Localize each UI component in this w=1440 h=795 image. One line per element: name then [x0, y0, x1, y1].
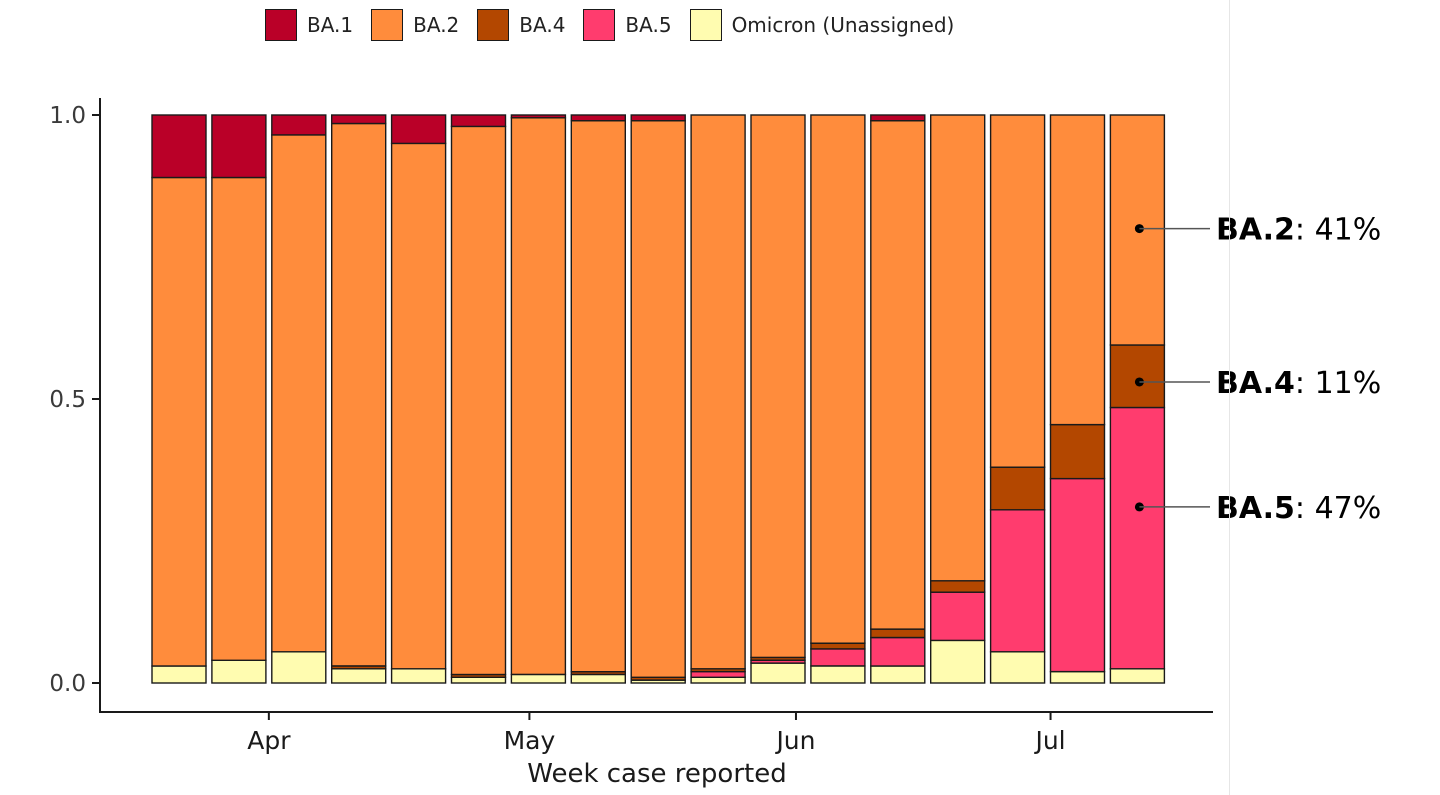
legend-label-ba4: BA.4	[519, 13, 566, 37]
annotation-ba-5: BA.5: 47%	[1216, 491, 1381, 526]
bar-segment-ba-1-w3	[271, 114, 327, 136]
bar-segment-ba-2-w10	[690, 114, 746, 670]
bar-segment-omicron-unassigned--w13	[870, 665, 926, 684]
bar-segment-omicron-unassigned--w11	[750, 662, 806, 684]
legend-label-ba5: BA.5	[625, 13, 672, 37]
bar-segment-ba-5-w14	[930, 591, 986, 642]
bar-segment-omicron-unassigned--w6	[450, 676, 507, 684]
legend-swatch-ba5	[583, 9, 616, 41]
bar-segment-ba-2-w8	[570, 119, 626, 673]
annotation-value-ba-5: : 47%	[1295, 491, 1381, 526]
bar-segment-ba-2-w1	[151, 176, 207, 667]
bar-segment-ba-2-w4	[331, 122, 387, 667]
bar-segment-ba-5-w16	[1049, 477, 1106, 673]
bar-segment-ba-2-w5	[390, 142, 447, 670]
bar-segment-ba-1-w6	[450, 114, 507, 128]
bar-segment-ba-5-w10	[690, 670, 746, 678]
bar-segment-omicron-unassigned--w14	[930, 639, 986, 684]
bar-segment-ba-1-w5	[390, 114, 447, 145]
bar-segment-ba-5-w17	[1109, 406, 1166, 670]
bar-segment-ba-1-w13	[870, 114, 926, 122]
bar-segment-omicron-unassigned--w1	[151, 665, 207, 684]
legend: BA.1 BA.2 BA.4 BA.5 Omicron (Unassigned)	[265, 8, 972, 42]
bar-segment-ba-5-w13	[870, 636, 926, 667]
bar-segment-ba-4-w14	[930, 580, 986, 593]
bar-segment-omicron-unassigned--w5	[390, 668, 447, 684]
legend-swatch-omicron-unassigned	[689, 9, 722, 41]
bar-segment-omicron-unassigned--w3	[271, 651, 327, 684]
legend-swatch-ba2	[371, 9, 404, 41]
legend-swatch-ba1	[265, 9, 297, 41]
y-tick-label: 0.0	[49, 671, 86, 697]
bars-layer	[151, 114, 1166, 684]
annotation-value-ba-4: : 11%	[1295, 366, 1381, 401]
annotation-variant-ba-2: BA.2	[1216, 213, 1295, 248]
legend-label-ba2: BA.2	[413, 13, 460, 37]
bar-segment-omicron-unassigned--w16	[1049, 670, 1106, 684]
annotation-variant-ba-5: BA.5	[1216, 491, 1295, 526]
bar-segment-ba-1-w7	[510, 114, 567, 119]
x-tick-label-jul: Jul	[1033, 726, 1065, 755]
bar-segment-ba-2-w16	[1049, 114, 1106, 426]
legend-label-omicron-unassigned: Omicron (Unassigned)	[731, 13, 955, 37]
legend-label-ba1: BA.1	[307, 13, 354, 37]
bar-segment-omicron-unassigned--w12	[810, 665, 866, 684]
legend-item-ba5: BA.5	[583, 9, 672, 41]
bar-segment-ba-5-w15	[989, 509, 1046, 653]
legend-swatch-ba4	[477, 9, 510, 41]
bar-segment-ba-2-w12	[810, 114, 866, 644]
annotation-ba-4: BA.4: 11%	[1216, 366, 1381, 401]
bar-segment-ba-1-w8	[570, 114, 626, 122]
divider	[1229, 0, 1230, 795]
bar-segment-omicron-unassigned--w10	[690, 676, 746, 684]
bar-segment-ba-4-w12	[810, 642, 866, 650]
y-tick-label: 1.0	[49, 103, 86, 129]
bar-segment-omicron-unassigned--w15	[989, 651, 1046, 684]
annotation-variant-ba-4: BA.4	[1216, 366, 1295, 401]
legend-item-ba1: BA.1	[265, 9, 353, 41]
axes-layer: 0.0 0.5 1.0 Apr May Jun Jul Week case reported	[49, 98, 1213, 789]
bar-segment-ba-5-w12	[810, 648, 866, 667]
bar-segment-omicron-unassigned--w7	[510, 673, 567, 684]
x-tick-label-jun: Jun	[774, 726, 815, 755]
bar-segment-ba-1-w1	[151, 114, 207, 179]
legend-item-ba4: BA.4	[477, 9, 565, 41]
x-tick-label-apr: Apr	[247, 726, 291, 755]
x-tick-label-may: May	[504, 726, 556, 755]
bar-segment-omicron-unassigned--w17	[1109, 668, 1166, 684]
bar-segment-omicron-unassigned--w4	[331, 668, 387, 684]
bar-segment-ba-1-w4	[331, 114, 387, 125]
bar-segment-omicron-unassigned--w8	[570, 673, 626, 684]
bar-segment-ba-2-w7	[510, 117, 567, 676]
bar-segment-ba-2-w15	[989, 114, 1046, 468]
bar-segment-ba-1-w9	[630, 114, 686, 122]
annotation-ba-2: BA.2: 41%	[1216, 213, 1381, 248]
bar-segment-ba-4-w17	[1109, 344, 1166, 409]
bar-segment-ba-2-w2	[211, 176, 267, 661]
y-tick-label: 0.5	[49, 387, 86, 413]
bar-segment-ba-2-w13	[870, 119, 926, 630]
bar-segment-ba-2-w6	[450, 125, 507, 676]
legend-item-omicron-unassigned: Omicron (Unassigned)	[689, 9, 955, 41]
bar-segment-ba-4-w15	[989, 466, 1046, 511]
bar-segment-ba-2-w11	[750, 114, 806, 659]
bar-segment-ba-2-w3	[271, 134, 327, 653]
bar-segment-omicron-unassigned--w2	[211, 659, 267, 684]
x-axis-title: Week case reported	[527, 759, 786, 789]
legend-item-ba2: BA.2	[371, 9, 459, 41]
annotations-layer: BA.2: 41% BA.4: 11% BA.5: 47%	[1134, 213, 1381, 526]
bar-segment-ba-2-w9	[630, 119, 686, 678]
bar-segment-ba-4-w16	[1049, 423, 1106, 480]
bar-segment-ba-4-w13	[870, 628, 926, 639]
bar-segment-ba-1-w2	[211, 114, 267, 179]
bar-segment-ba-2-w14	[930, 114, 986, 582]
annotation-value-ba-2: : 41%	[1295, 213, 1381, 248]
